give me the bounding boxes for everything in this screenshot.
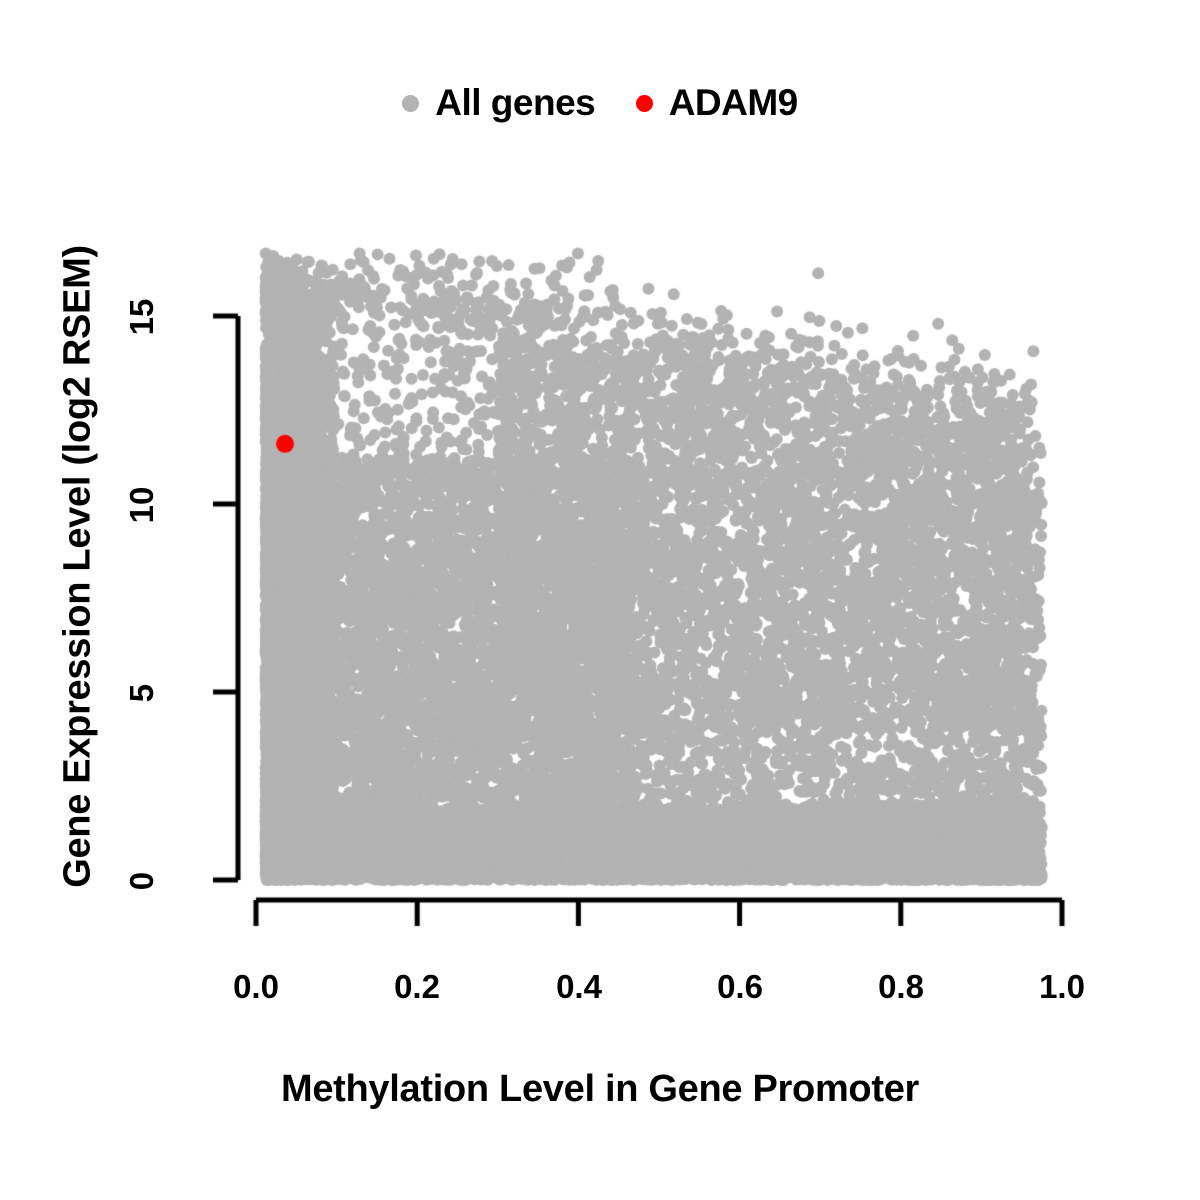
chart-legend: All genes ADAM9: [0, 82, 1200, 124]
legend-entry-all-genes: All genes: [402, 82, 596, 124]
y-tick-label-1: 5: [123, 683, 160, 703]
y-tick-label-3: 15: [123, 298, 160, 336]
x-tick-label-2: 0.4: [556, 968, 602, 1005]
legend-marker-adam9-icon: [635, 94, 653, 112]
x-tick-label-1: 0.2: [394, 968, 440, 1005]
legend-marker-all-genes-icon: [402, 94, 420, 112]
y-tick-label-2: 10: [123, 486, 160, 524]
x-axis-title: Methylation Level in Gene Promoter: [280, 1068, 920, 1110]
x-tick-label-5: 1.0: [1039, 968, 1085, 1005]
x-tick-label-4: 0.8: [878, 968, 924, 1005]
x-tick-label-0: 0.0: [233, 968, 279, 1005]
legend-label-all-genes: All genes: [435, 82, 596, 123]
y-axis-title: Gene Expression Level (log2 RSEM): [56, 245, 99, 888]
x-tick-label-3: 0.6: [717, 968, 763, 1005]
y-tick-label-0: 0: [123, 871, 160, 891]
legend-label-adam9: ADAM9: [668, 82, 799, 123]
legend-entry-adam9: ADAM9: [635, 82, 799, 124]
